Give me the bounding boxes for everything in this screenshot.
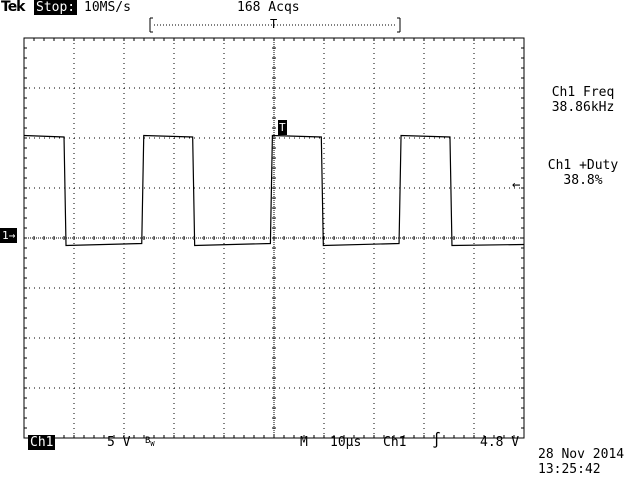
measurement-duty: Ch1 +Duty 38.8% <box>528 158 638 188</box>
acquisition-count: 168 Acqs <box>237 0 300 15</box>
measurement-duty-value: 38.8% <box>563 173 603 188</box>
trigger-position-label: T <box>270 17 278 31</box>
measurement-freq-label: Ch1 Freq <box>551 85 615 100</box>
measurement-duty-label: Ch1 +Duty <box>547 158 619 173</box>
bandwidth-w: W <box>150 439 155 448</box>
measurement-freq-value: 38.86kHz <box>551 100 615 115</box>
sample-rate: 10MS/s <box>84 0 131 15</box>
timebase-prefix: M <box>300 435 308 450</box>
trigger-point-marker: T <box>278 120 287 135</box>
channel1-label: Ch1 <box>28 435 56 450</box>
trigger-slope-icon: ∫ <box>432 431 442 449</box>
time-per-div: 10μs <box>330 435 362 450</box>
bandwidth-b: B <box>145 436 151 446</box>
channel1-waveform <box>23 134 525 247</box>
trigger-level: 4.8 V <box>480 435 520 450</box>
trigger-level-marker: ← <box>512 177 521 193</box>
trigger-source: Ch1 <box>383 435 407 450</box>
record-position-bar <box>149 17 401 33</box>
brand-logo: Tek <box>1 0 25 15</box>
acquisition-state: Stop: <box>34 0 78 15</box>
graticule <box>23 37 525 439</box>
date-readout: 28 Nov 2014 <box>538 447 625 462</box>
measurement-freq: Ch1 Freq 38.86kHz <box>528 85 638 115</box>
channel1-ground-marker: 1→ <box>0 228 18 243</box>
volts-per-div: 5 V <box>107 435 131 450</box>
bandwidth-limit-indicator: BW <box>145 434 155 452</box>
time-readout: 13:25:42 <box>538 462 601 477</box>
